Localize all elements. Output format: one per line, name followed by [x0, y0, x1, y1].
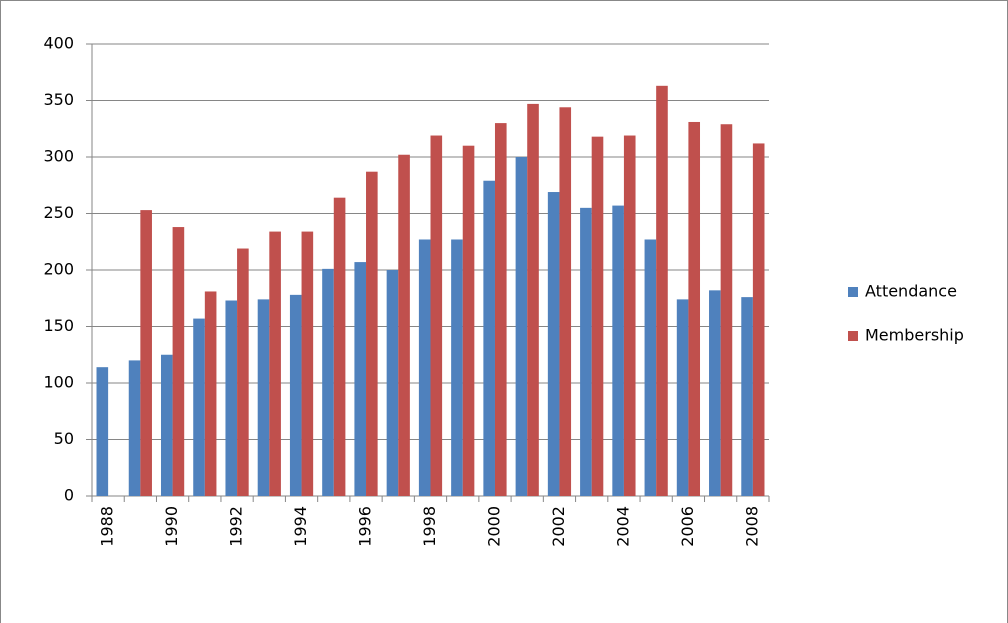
bar [591, 136, 604, 496]
y-tick-label: 300 [43, 147, 74, 166]
bar [172, 227, 185, 496]
y-tick-label: 350 [43, 90, 74, 109]
bar [333, 197, 346, 496]
y-tick-label: 400 [43, 34, 74, 53]
bar [752, 143, 765, 496]
legend-swatch [848, 331, 858, 341]
bar [527, 103, 539, 496]
bar [515, 157, 528, 496]
bar [418, 239, 431, 497]
x-tick-label: 2004 [613, 506, 632, 547]
bar [741, 297, 753, 496]
bar [366, 171, 378, 496]
x-tick-label: 2006 [678, 506, 697, 547]
bar [386, 270, 399, 496]
bar [289, 294, 302, 496]
bar [237, 248, 249, 496]
bar [612, 205, 624, 496]
bar [322, 268, 334, 496]
bar [688, 121, 701, 496]
bar [462, 145, 475, 496]
x-tick-label: 1992 [227, 506, 246, 547]
bar [676, 299, 689, 496]
bar [269, 231, 281, 496]
x-tick-label: 1998 [420, 506, 439, 547]
x-tick-label: 1996 [356, 506, 375, 547]
x-tick-label: 1988 [98, 506, 117, 547]
legend-label: Attendance [865, 282, 957, 301]
bar [204, 291, 217, 496]
bar [656, 85, 668, 496]
bar [547, 192, 560, 496]
bar [451, 239, 463, 497]
x-tick-label: 2008 [742, 506, 761, 547]
bar [354, 262, 367, 496]
bar [128, 360, 141, 496]
x-tick-label: 2000 [484, 506, 503, 547]
bar [580, 207, 592, 496]
y-tick-label: 150 [43, 316, 74, 335]
legend-swatch [848, 287, 858, 297]
bar [301, 231, 314, 496]
bar [160, 354, 173, 496]
bar [559, 107, 572, 496]
bar [96, 367, 109, 496]
y-tick-label: 0 [64, 486, 74, 505]
y-tick-label: 100 [43, 373, 74, 392]
bar [483, 180, 495, 497]
bar [257, 299, 270, 496]
y-tick-label: 50 [54, 429, 74, 448]
x-tick-label: 1990 [162, 506, 181, 547]
y-tick-label: 200 [43, 260, 74, 279]
y-tick-label: 250 [43, 203, 74, 222]
bar [644, 239, 657, 497]
bar [225, 300, 238, 496]
bar [398, 154, 410, 497]
bar [140, 210, 152, 497]
bar [430, 135, 443, 496]
x-tick-label: 2002 [549, 506, 568, 547]
legend-label: Membership [865, 326, 964, 345]
bar [623, 135, 636, 496]
bar [494, 123, 507, 496]
bar [720, 124, 733, 496]
x-tick-label: 1994 [291, 506, 310, 547]
bar [709, 290, 721, 496]
bar [193, 318, 205, 496]
